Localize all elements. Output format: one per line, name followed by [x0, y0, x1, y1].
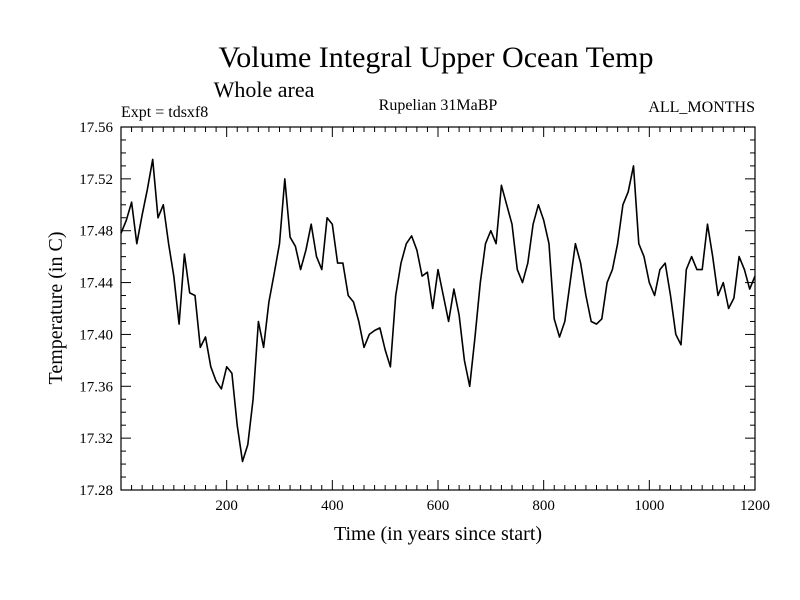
x-tick-label: 600 — [427, 498, 450, 514]
x-tick-labels: 200 400 600 800 1000 1200 — [215, 498, 770, 514]
y-tick-label: 17.44 — [79, 276, 113, 292]
x-tick-label: 1200 — [740, 498, 770, 514]
months-label: ALL_MONTHS — [648, 99, 755, 116]
y-tick-label: 17.32 — [79, 431, 113, 447]
y-tick-label: 17.56 — [79, 120, 113, 136]
x-tick-label: 1000 — [634, 498, 664, 514]
period-label: Rupelian 31MaBP — [379, 97, 498, 114]
y-tick-label: 17.40 — [79, 327, 113, 343]
experiment-label: Expt = tdsxf8 — [121, 104, 208, 121]
axis-ticks — [121, 127, 755, 490]
y-tick-label: 17.48 — [79, 224, 113, 240]
plot-frame — [120, 126, 756, 491]
y-tick-label: 17.52 — [79, 172, 113, 188]
y-tick-label: 17.28 — [79, 483, 113, 499]
x-tick-label: 800 — [532, 498, 555, 514]
y-axis-label: Temperature (in C) — [45, 232, 67, 385]
x-tick-label: 400 — [321, 498, 344, 514]
x-axis-label: Time (in years since start) — [334, 523, 542, 545]
x-tick-label: 200 — [215, 498, 238, 514]
y-tick-label: 17.36 — [79, 379, 113, 395]
chart-title: Volume Integral Upper Ocean Temp — [219, 41, 654, 74]
chart-subtitle: Whole area — [214, 77, 315, 102]
temperature-series-line — [120, 158, 756, 463]
y-tick-labels: 17.28 17.32 17.36 17.40 17.44 17.48 17.52 17.56 — [79, 120, 113, 499]
